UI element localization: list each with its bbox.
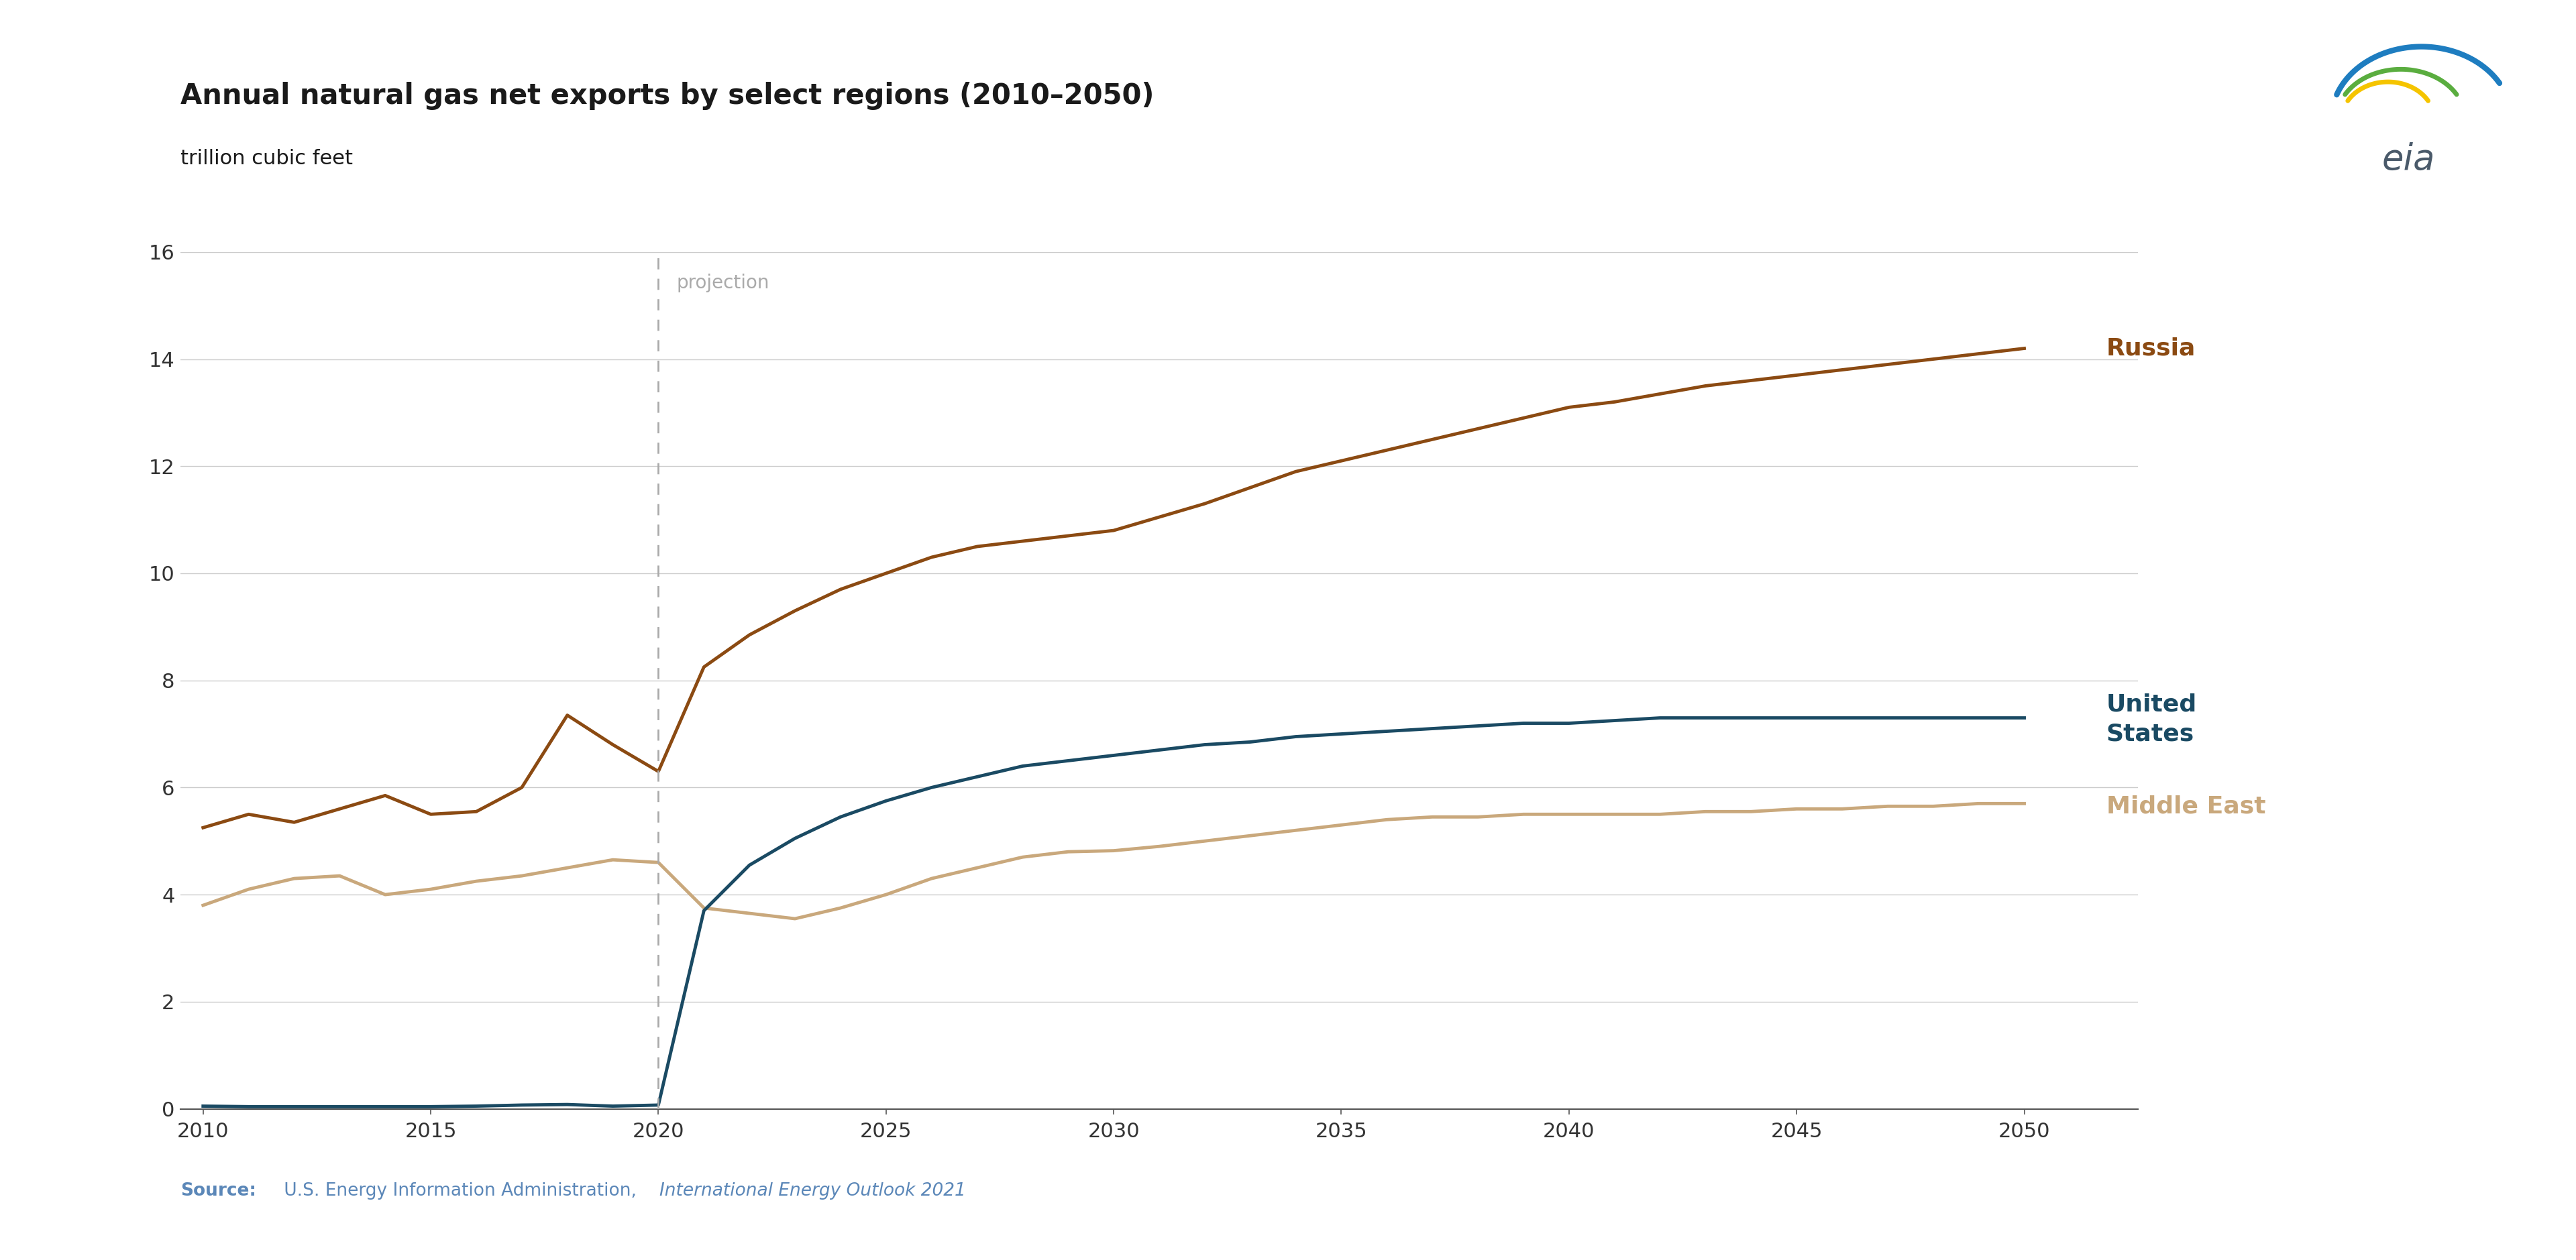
Text: U.S. Energy Information Administration,: U.S. Energy Information Administration, <box>278 1182 641 1200</box>
Text: International Energy Outlook 2021: International Energy Outlook 2021 <box>659 1182 966 1200</box>
Text: Annual natural gas net exports by select regions (2010–2050): Annual natural gas net exports by select… <box>180 82 1154 110</box>
Text: trillion cubic feet: trillion cubic feet <box>180 149 353 168</box>
Text: Middle East: Middle East <box>2107 795 2267 818</box>
Text: States: States <box>2107 722 2195 746</box>
Text: Russia: Russia <box>2107 336 2195 360</box>
Text: eia: eia <box>2383 142 2434 178</box>
Text: Source:: Source: <box>180 1182 255 1200</box>
Text: United: United <box>2107 693 2197 716</box>
Text: projection: projection <box>677 273 770 292</box>
